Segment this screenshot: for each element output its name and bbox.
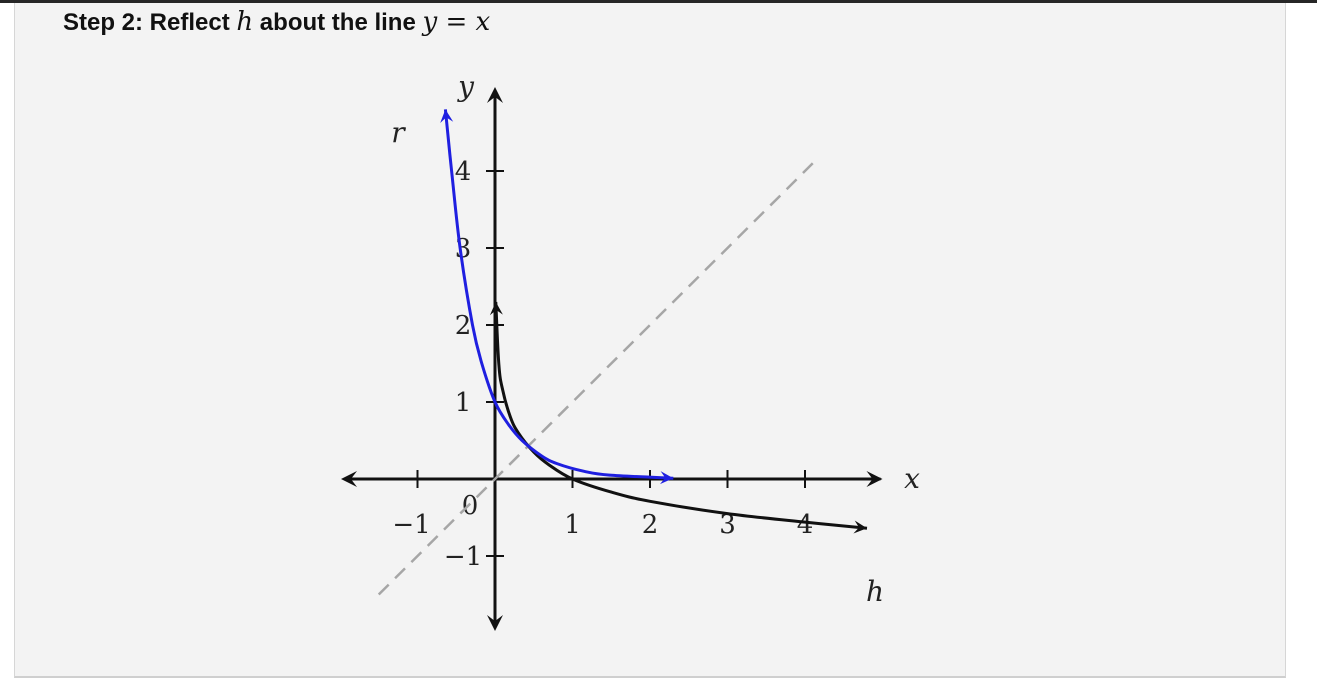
series-h-curve [494, 301, 868, 530]
y-tick-label: −1 [444, 542, 482, 572]
step-heading: Step 2: Reflect h about the line y = x [63, 7, 490, 37]
series-r-arrow-end [660, 471, 674, 485]
reflection-line-y-equals-x [377, 162, 814, 596]
heading-var: h [236, 7, 254, 37]
x-tick-label: 0 [462, 491, 479, 521]
top-rule [0, 0, 1317, 3]
x-tick-label: 3 [719, 510, 736, 540]
heading-middle: about the line [253, 9, 423, 36]
series-h-arrow-start [489, 301, 503, 316]
y-tick-label: 4 [455, 157, 472, 187]
y-tick-label: 1 [455, 388, 472, 418]
x-tick-label: 1 [564, 510, 581, 540]
x-tick-label: −1 [392, 510, 430, 540]
x-tick-label: 2 [642, 510, 659, 540]
y-axis-arrow-down [487, 615, 503, 631]
x-tick-label: 4 [797, 510, 814, 540]
x-axis-label: x [904, 462, 920, 495]
heading-eq-lhs: y [422, 7, 438, 37]
y-axis-label: y [456, 70, 475, 103]
x-axis-arrow-left [341, 471, 357, 487]
series-r-arrow-start [440, 109, 454, 123]
content-card: Step 2: Reflect h about the line y = x [14, 3, 1286, 678]
heading-eq-rhs: x [475, 7, 491, 37]
heading-eq-op: = [437, 7, 476, 37]
y-tick-label: 2 [455, 311, 472, 341]
heading-prefix: Step 2: Reflect [63, 9, 237, 36]
series-r-curve [443, 109, 674, 480]
series-r-label: r [391, 116, 406, 149]
series-h-arrow-end [853, 520, 867, 534]
series-h-label: h [866, 575, 884, 608]
x-axis-arrow-right [866, 471, 883, 487]
y-axis-arrow-up [487, 87, 503, 103]
